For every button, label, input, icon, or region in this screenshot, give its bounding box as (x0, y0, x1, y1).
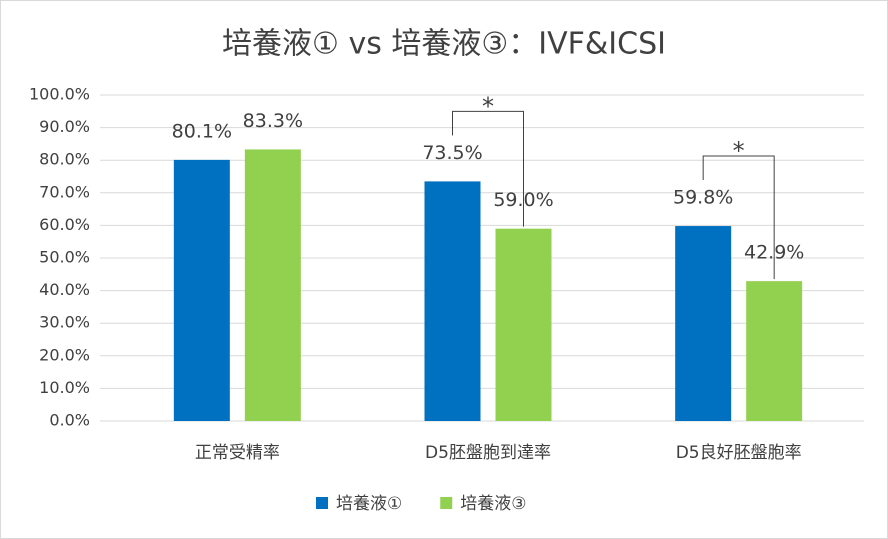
bar (173, 159, 230, 421)
legend-swatch (316, 497, 328, 509)
bar (495, 228, 552, 421)
y-tick-label: 20.0% (39, 345, 90, 364)
bar (424, 181, 481, 421)
bar (244, 149, 301, 421)
y-tick-label: 90.0% (39, 117, 90, 136)
legend-label: 培養液① (336, 494, 402, 514)
y-tick-label: 40.0% (39, 280, 90, 299)
x-tick-label: D5良好胚盤胞率 (676, 443, 802, 463)
y-tick-label: 80.0% (39, 150, 90, 169)
significance-mark: * (733, 137, 745, 165)
significance-mark: * (482, 92, 494, 120)
bar (746, 281, 803, 421)
chart-title: 培養液① vs 培養液③：IVF&ICSI (222, 27, 666, 62)
y-tick-label: 30.0% (39, 313, 90, 332)
x-tick-label: 正常受精率 (195, 443, 280, 463)
y-tick-label: 50.0% (39, 248, 90, 267)
y-tick-label: 70.0% (39, 182, 90, 201)
data-label: 73.5% (422, 142, 482, 164)
significance-bracket (702, 155, 775, 280)
y-tick-label: 10.0% (39, 378, 90, 397)
legend-swatch (440, 497, 453, 509)
legend-label: 培養液③ (460, 494, 526, 514)
data-label: 59.8% (673, 187, 733, 209)
y-tick-label: 100.0% (29, 85, 90, 104)
y-tick-label: 0.0% (49, 411, 90, 430)
x-tick-label: D5胚盤胞到達率 (425, 443, 551, 463)
y-tick-label: 60.0% (39, 215, 90, 234)
significance-bracket (452, 110, 524, 227)
bar (675, 226, 732, 421)
data-label: 80.1% (172, 120, 232, 142)
data-label: 83.3% (243, 110, 303, 132)
